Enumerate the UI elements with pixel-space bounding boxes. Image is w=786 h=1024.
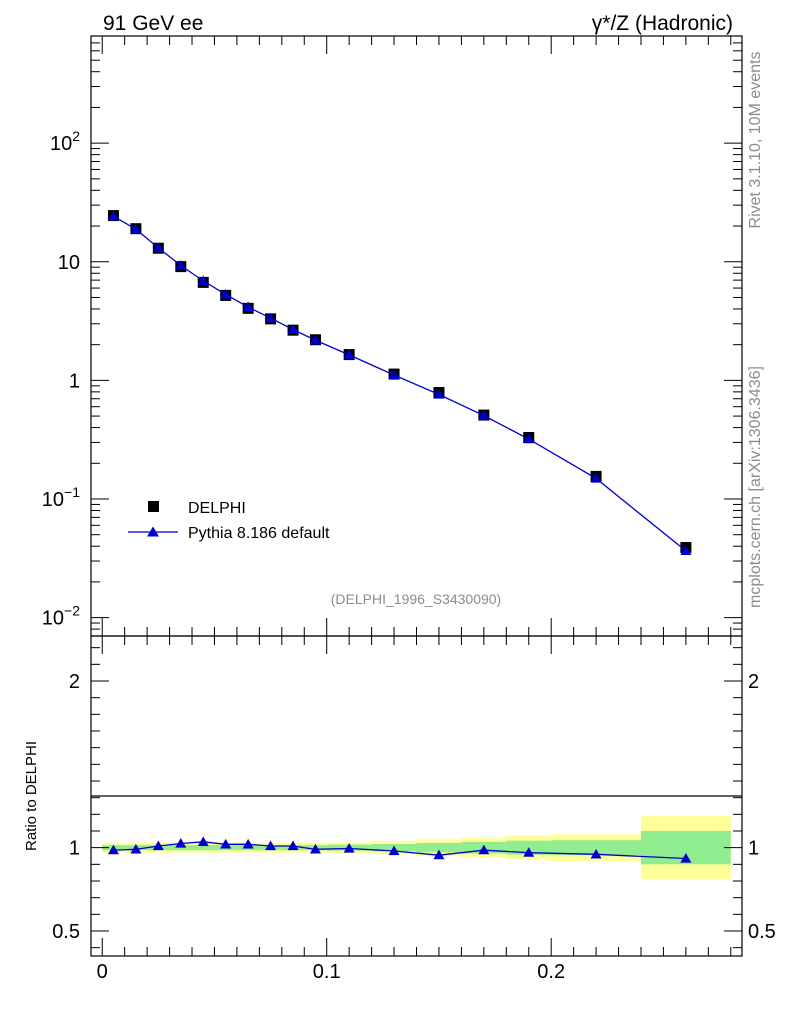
- ratio-y-tick-label-right: 0.5: [748, 921, 776, 943]
- ratio-point-pythia: [287, 840, 299, 851]
- rivet-version-label: Rivet 3.1.10, 10M events: [747, 52, 764, 229]
- analysis-watermark: (DELPHI_1996_S3430090): [331, 591, 501, 607]
- ratio-point-pythia: [220, 838, 232, 849]
- data-point-pythia: [478, 410, 490, 420]
- ratio-y-tick-label-left: 0.5: [52, 921, 80, 943]
- data-point-pythia: [175, 259, 187, 270]
- ratio-y-tick-label-left: 2: [69, 671, 80, 693]
- ratio-point-pythia: [242, 838, 254, 849]
- ratio-point-pythia: [478, 844, 490, 855]
- main-y-tick-label: 10−1: [42, 484, 80, 511]
- data-point-pythia: [287, 324, 299, 334]
- data-point-pythia: [197, 275, 209, 285]
- ratio-x-tick-label: 0.1: [313, 961, 341, 983]
- plot-header-left: 91 GeV ee: [103, 12, 203, 35]
- main-y-tick-label: 1: [69, 370, 80, 392]
- main-y-tick-label: 10: [58, 252, 80, 274]
- data-point-pythia: [107, 210, 119, 221]
- ratio-point-pythia: [130, 843, 142, 854]
- ratio-plot-panel: 0 0.1 0.2 0.5 0.5 1 1 2 2 Ratio to DELPHI: [23, 635, 776, 983]
- ratio-axis-ticks: 0 0.1 0.2 0.5 0.5 1 1 2 2: [52, 636, 776, 983]
- ratio-y-axis-label: Ratio to DELPHI: [23, 741, 40, 851]
- legend-marker-delphi: [148, 501, 159, 512]
- ratio-y-tick-label-left: 1: [69, 838, 80, 860]
- data-point-pythia: [388, 369, 400, 380]
- ratio-point-pythia: [175, 838, 187, 848]
- legend-label-pythia: Pythia 8.186 default: [188, 525, 330, 542]
- data-point-pythia: [220, 288, 232, 299]
- main-series-layer: [107, 210, 692, 556]
- data-point-pythia: [265, 312, 277, 323]
- data-point-pythia: [680, 545, 692, 556]
- mcplots-label: mcplots.cern.ch [arXiv:1306.3436]: [747, 366, 764, 608]
- ratio-point-pythia: [265, 840, 277, 851]
- ratio-point-pythia: [523, 847, 535, 857]
- legend-marker-pythia: [147, 526, 159, 537]
- data-point-pythia: [523, 433, 535, 444]
- ratio-x-tick-label: 0.2: [537, 961, 565, 983]
- data-point-pythia: [130, 223, 142, 234]
- ratio-point-pythia: [590, 848, 602, 859]
- main-y-tick-label: 102: [50, 128, 80, 155]
- ratio-x-tick-label: 0: [97, 961, 108, 983]
- data-point-pythia: [309, 334, 321, 345]
- data-point-pythia: [152, 242, 164, 252]
- data-point-pythia: [433, 389, 445, 399]
- main-panel-frame: [90, 35, 743, 637]
- ratio-point-pythia: [152, 840, 164, 851]
- ratio-band-inner: [169, 845, 193, 851]
- ratio-point-pythia: [309, 843, 321, 854]
- data-point-pythia: [590, 472, 602, 483]
- main-y-tick-label: 10−2: [42, 603, 80, 630]
- legend: DELPHI Pythia 8.186 default: [128, 500, 330, 542]
- main-axis-ticks: [91, 35, 742, 637]
- ratio-point-pythia: [680, 853, 692, 863]
- ratio-y-tick-label-right: 1: [748, 838, 759, 860]
- main-plot-panel: 10−2 10−1 1 10 102 (DELPHI_1996_S3430090) DE…: [42, 35, 743, 637]
- ratio-band-inner: [416, 843, 462, 853]
- ratio-y-tick-label-right: 2: [748, 671, 759, 693]
- main-y-tick-labels: 10−2 10−1 1 10 102: [42, 128, 80, 629]
- ratio-uncertainty-bands: [102, 816, 731, 880]
- ratio-point-pythia: [433, 849, 445, 860]
- data-point-pythia: [343, 349, 355, 360]
- ratio-panel-frame: [90, 635, 743, 957]
- ratio-point-pythia: [388, 845, 400, 856]
- ratio-point-pythia: [107, 844, 119, 855]
- plot-header-right: γ*/Z (Hadronic): [592, 12, 733, 35]
- ratio-band-inner: [551, 840, 641, 856]
- legend-label-delphi: DELPHI: [188, 500, 246, 517]
- ratio-point-pythia: [197, 836, 209, 846]
- ratio-band-inner: [192, 845, 215, 851]
- ratio-series-layer: [107, 836, 692, 863]
- ratio-point-pythia: [343, 843, 355, 853]
- data-point-pythia: [242, 301, 254, 312]
